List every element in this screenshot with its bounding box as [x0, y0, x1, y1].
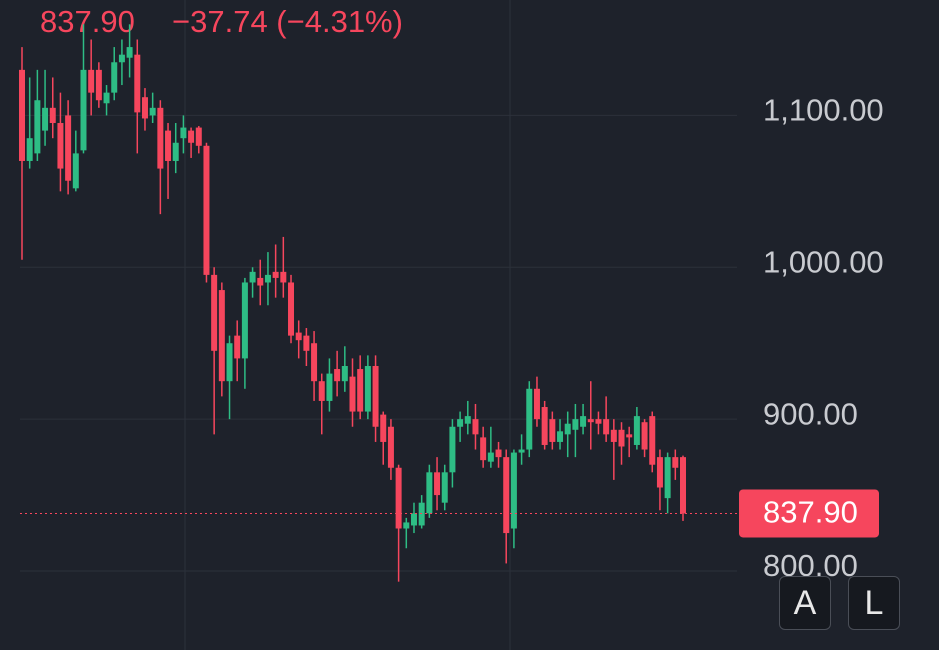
candle-body — [387, 426, 394, 468]
candle-body — [680, 457, 686, 514]
candle-body — [195, 127, 202, 146]
candle-body — [49, 107, 56, 124]
candle-body — [526, 388, 533, 450]
candle-body — [34, 100, 41, 154]
candle-body — [541, 407, 548, 445]
candle-body — [410, 513, 417, 526]
candle-body — [149, 107, 156, 116]
candle-body — [549, 419, 556, 442]
candle-body — [264, 274, 271, 283]
candle-body — [249, 271, 256, 283]
candle-body — [88, 69, 95, 93]
candle-body — [672, 457, 679, 468]
candle-body — [564, 423, 571, 435]
candle-body — [211, 274, 218, 351]
button-auto[interactable]: A — [779, 576, 831, 630]
candle-body — [26, 138, 33, 161]
candle-body — [111, 62, 118, 93]
candle-body — [580, 416, 587, 427]
candle-body — [118, 54, 125, 63]
candle-body — [441, 472, 448, 503]
candle-body — [656, 457, 663, 488]
candle-body — [641, 422, 648, 450]
last-price-label: 837.90 — [763, 495, 858, 530]
candle-body — [257, 277, 264, 286]
candle-body — [480, 437, 487, 461]
candle-body — [618, 429, 625, 447]
candle-body — [464, 416, 471, 424]
candle-body — [349, 376, 356, 412]
y-tick-label: 1,100.00 — [763, 93, 884, 128]
y-tick-label: 1,000.00 — [763, 244, 884, 279]
candle-body — [141, 97, 148, 119]
candle-body — [495, 449, 502, 458]
candle-body — [303, 335, 310, 351]
candle-body — [241, 282, 248, 359]
candle-body — [603, 419, 610, 435]
candle-body — [372, 366, 379, 427]
candle-body — [134, 54, 141, 113]
candle-body — [180, 127, 187, 139]
candle-body — [326, 373, 333, 401]
candle-body — [226, 343, 233, 382]
candle-body — [234, 335, 241, 359]
candle-body — [272, 271, 279, 278]
candle-body — [487, 452, 494, 462]
candle-body — [95, 69, 102, 101]
candle-body — [595, 419, 602, 424]
y-tick-label: 900.00 — [763, 396, 858, 431]
header-price: 837.90 — [40, 4, 135, 39]
candle-body — [57, 123, 64, 169]
candle-body — [626, 434, 633, 438]
candle-body — [42, 107, 49, 131]
candle-body — [334, 369, 341, 382]
button-log[interactable]: L — [848, 576, 900, 630]
last-price-tag — [739, 489, 879, 538]
candle-body — [633, 416, 640, 445]
candle-body — [357, 369, 364, 412]
candle-body — [341, 366, 348, 382]
candle-body — [188, 130, 195, 143]
candle-body — [126, 47, 133, 58]
candle-body — [518, 449, 525, 453]
candle-body — [449, 426, 456, 473]
candle-body — [664, 457, 671, 499]
candle-body — [403, 522, 410, 529]
candle-body — [510, 452, 517, 529]
candle-body — [311, 343, 318, 382]
candle-body — [72, 153, 79, 189]
candle-body — [472, 419, 479, 435]
candle-body — [426, 472, 433, 514]
candle-body — [280, 271, 287, 283]
candle-body — [318, 381, 325, 401]
candle-body — [649, 416, 656, 465]
candle-body — [295, 332, 302, 341]
candle-body — [395, 467, 402, 529]
candle-body — [218, 290, 225, 382]
candle-body — [288, 282, 295, 336]
candle-body — [103, 92, 110, 104]
candle-body — [80, 69, 87, 151]
candle-body — [364, 366, 371, 412]
candle-body — [572, 419, 579, 430]
candle-body — [165, 130, 172, 161]
candle-body — [418, 502, 425, 526]
candle-body — [610, 429, 617, 442]
candle-body — [434, 472, 441, 496]
candle-body — [65, 115, 72, 181]
candle-body — [203, 145, 210, 275]
candle-body — [172, 142, 179, 161]
candle-body — [457, 419, 464, 427]
candle-body — [587, 419, 594, 423]
candle-body — [19, 69, 25, 161]
header-change: −37.74 (−4.31%) — [172, 4, 403, 39]
candle-body — [557, 431, 564, 442]
candle-body — [503, 457, 510, 534]
candle-body — [380, 414, 387, 442]
candle-body — [533, 388, 540, 420]
candle-body — [157, 107, 164, 169]
